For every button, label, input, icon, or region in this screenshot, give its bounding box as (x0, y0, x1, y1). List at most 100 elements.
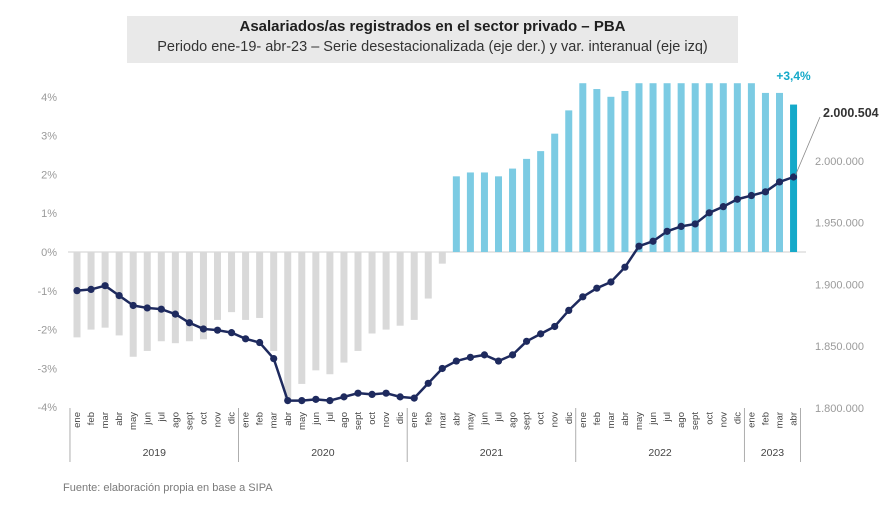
line-point (199, 325, 208, 333)
x-month-label: abr (114, 412, 125, 426)
bar (480, 172, 488, 252)
bar (340, 252, 348, 363)
x-month-label: mar (437, 412, 448, 428)
x-month-label: feb (86, 412, 97, 425)
x-month-label: abr (451, 412, 462, 426)
y-right-tick-label: 1.850.000 (815, 341, 864, 353)
y-right-tick-label: 1.950.000 (815, 218, 864, 230)
bar (143, 252, 151, 351)
x-month-label: mar (269, 412, 280, 428)
y-left-tick-label: -3% (37, 363, 57, 375)
line-point (551, 322, 559, 331)
line-point (677, 222, 685, 231)
bar (663, 83, 671, 252)
x-month-label: dic (227, 412, 238, 424)
line-point (438, 364, 446, 373)
bar (214, 252, 221, 320)
x-month-label: ene (746, 412, 757, 428)
line-point (256, 338, 264, 347)
line-point (789, 173, 798, 181)
line-point (340, 393, 348, 401)
y-left-tick-label: -4% (37, 402, 57, 414)
line-point (354, 389, 362, 397)
bar (551, 133, 559, 252)
line-point (635, 242, 643, 250)
bar (705, 83, 713, 252)
bar (73, 252, 81, 338)
line-point (298, 396, 306, 405)
bar (495, 176, 502, 252)
x-year-label: 2023 (761, 447, 785, 459)
bar (101, 252, 109, 328)
line-point (579, 293, 587, 301)
x-month-label: dic (564, 412, 575, 424)
bar (270, 252, 278, 351)
line-point (73, 287, 81, 295)
bar (228, 252, 236, 313)
bar (565, 110, 573, 252)
line-point (213, 326, 222, 334)
line-point (761, 188, 770, 196)
x-month-label: oct (536, 412, 547, 425)
x-month-label: sept (353, 412, 364, 430)
x-month-label: jun (311, 412, 322, 426)
bar (691, 83, 699, 252)
bar (438, 252, 446, 264)
bar (537, 151, 545, 252)
bar (199, 252, 207, 340)
line-point (719, 203, 727, 211)
x-month-label: sept (522, 412, 533, 430)
line-point (396, 393, 404, 401)
x-month-label: feb (255, 412, 266, 425)
y-left-tick-label: 0% (41, 247, 57, 259)
line-point (775, 178, 784, 186)
line-point (466, 353, 474, 361)
line-point (157, 305, 165, 313)
x-month-label: abr (620, 412, 631, 426)
bar (312, 252, 320, 371)
line-point (705, 209, 713, 217)
x-month-label: abr (283, 412, 294, 426)
line-point (101, 282, 109, 290)
bar (776, 92, 783, 252)
bar (677, 83, 685, 252)
line-point (593, 284, 601, 292)
last-line-leader (795, 116, 821, 176)
x-month-label: feb (760, 412, 771, 425)
y-left-tick-label: 2% (41, 169, 57, 181)
line-point (607, 278, 615, 286)
x-month-label: jun (479, 412, 490, 426)
x-month-label: ene (578, 412, 589, 428)
bar (171, 252, 179, 344)
x-month-label: sept (690, 412, 701, 430)
bar (354, 252, 362, 351)
series-line (76, 175, 794, 402)
bar (579, 83, 587, 252)
line-point (242, 335, 250, 343)
x-month-label: sept (184, 412, 195, 430)
last-line-label: 2.000.504 (823, 106, 879, 120)
x-month-label: may (128, 412, 139, 430)
bar (284, 252, 292, 402)
bar (621, 90, 629, 252)
bar (396, 252, 404, 326)
line-point (480, 351, 489, 359)
line-point (537, 330, 545, 338)
x-month-label: nov (213, 412, 224, 428)
x-month-label: may (634, 412, 645, 430)
bar (298, 252, 306, 384)
line-point (227, 329, 236, 337)
line-point (115, 291, 123, 300)
line-point (649, 237, 657, 245)
y-right-tick-label: 1.800.000 (815, 403, 864, 415)
x-month-label: feb (592, 412, 603, 425)
line-point (523, 337, 531, 345)
last-bar-label: +3,4% (776, 69, 811, 83)
line-point (270, 354, 278, 363)
line-point (185, 319, 193, 327)
line-point (171, 310, 179, 318)
x-month-label: ene (72, 412, 83, 428)
y-left-tick-label: 4% (41, 92, 57, 104)
x-month-label: mar (606, 412, 617, 428)
x-month-label: ago (170, 412, 181, 428)
